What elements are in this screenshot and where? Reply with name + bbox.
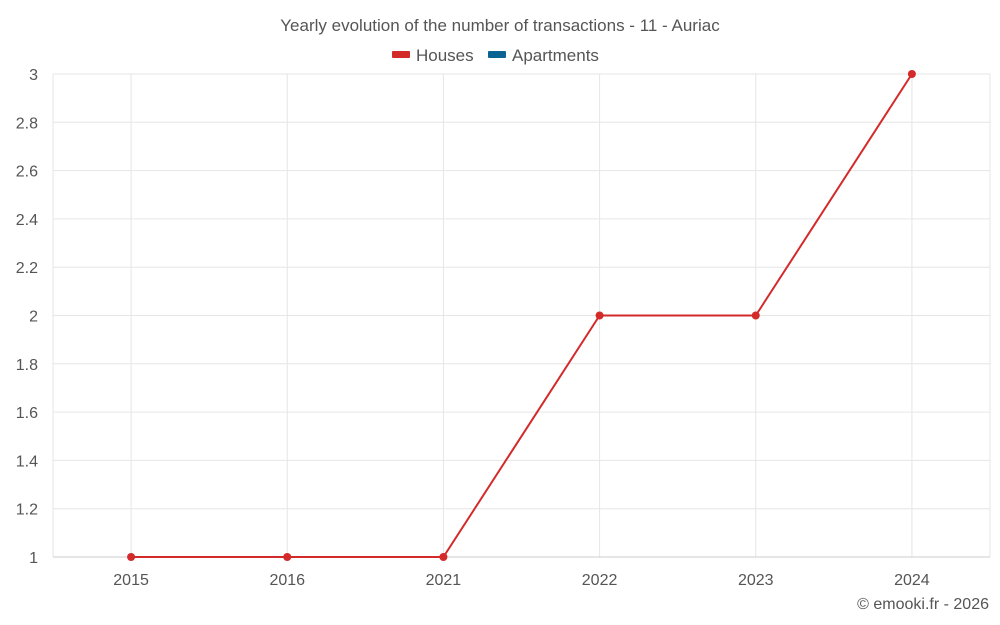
grid — [52, 73, 991, 557]
legend-swatch-houses — [392, 51, 410, 58]
credit: © emooki.fr - 2026 — [857, 596, 989, 613]
series-line-houses — [131, 73, 913, 558]
x-tick-label: 2023 — [738, 572, 774, 589]
data-point-houses[interactable] — [283, 553, 292, 561]
y-tick-label: 2 — [29, 309, 38, 326]
legend-item-apartments[interactable]: Apartments — [488, 46, 599, 65]
legend-label-apartments: Apartments — [512, 46, 599, 65]
y-tick-label: 2.6 — [16, 164, 38, 181]
legend-item-houses[interactable]: Houses — [392, 46, 474, 65]
data-point-houses[interactable] — [751, 311, 760, 320]
y-tick-label: 1.6 — [16, 405, 38, 422]
series-layer — [127, 70, 916, 561]
legend-swatch-apartments — [488, 51, 506, 58]
x-tick-label: 2021 — [426, 572, 462, 589]
data-point-houses[interactable] — [907, 70, 916, 78]
y-tick-label: 3 — [29, 67, 38, 84]
x-tick-label: 2015 — [113, 572, 149, 589]
y-tick-label: 1.4 — [16, 453, 38, 470]
y-tick-label: 1.8 — [16, 357, 38, 374]
legend-label-houses: Houses — [416, 46, 474, 65]
y-tick-label: 2.2 — [16, 260, 38, 277]
x-tick-label: 2022 — [582, 572, 618, 589]
y-axis-ticks: 1 1.2 1.4 1.6 1.8 2 2.2 2.4 2.6 2.8 3 — [16, 67, 38, 567]
y-tick-label: 2.4 — [16, 212, 38, 229]
legend: Houses Apartments — [392, 46, 599, 65]
chart-title: Yearly evolution of the number of transa… — [280, 16, 720, 35]
y-tick-label: 1.2 — [16, 502, 38, 519]
y-tick-label: 1 — [29, 550, 38, 567]
data-point-houses[interactable] — [595, 311, 604, 320]
x-axis-ticks: 2015 2016 2021 2022 2023 2024 — [113, 572, 930, 589]
data-point-houses[interactable] — [439, 553, 448, 561]
x-tick-label: 2024 — [894, 572, 930, 589]
y-tick-label: 2.8 — [16, 115, 38, 132]
x-tick-label: 2016 — [269, 572, 305, 589]
data-point-houses[interactable] — [127, 553, 136, 561]
